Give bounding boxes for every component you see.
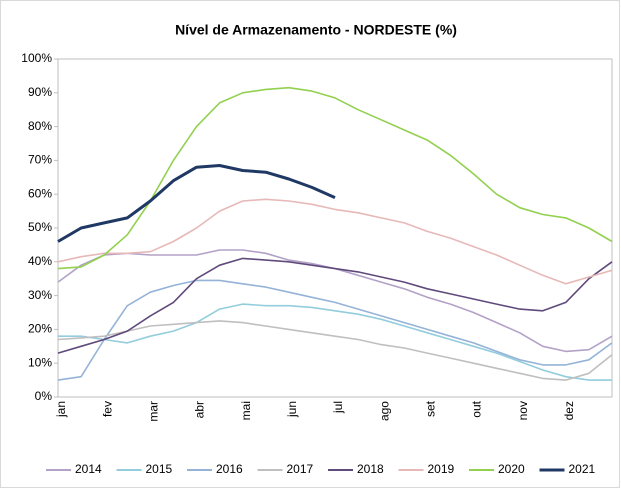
x-tick-label: mar	[147, 401, 161, 422]
x-tick-label: jul	[331, 401, 345, 414]
x-tick-label: out	[470, 400, 484, 417]
legend-label: 2016	[216, 462, 243, 476]
x-tick-label: dez	[562, 401, 576, 420]
x-tick-label: mai	[239, 401, 253, 420]
series-line	[57, 164, 336, 243]
series-line	[57, 320, 613, 381]
legend-label: 2015	[146, 462, 173, 476]
y-tick-label: 0%	[35, 389, 53, 403]
y-tick-label: 70%	[28, 153, 52, 167]
y-tick-label: 10%	[28, 355, 52, 369]
series-line	[57, 279, 613, 381]
legend-label: 2019	[428, 462, 455, 476]
x-tick-label: ago	[377, 401, 391, 421]
series-line	[57, 198, 613, 285]
x-tick-label: nov	[516, 401, 530, 420]
y-tick-label: 80%	[28, 119, 52, 133]
legend-label: 2021	[569, 462, 596, 476]
x-tick-label: jun	[285, 401, 299, 418]
legend-label: 2018	[357, 462, 384, 476]
y-tick-label: 50%	[28, 220, 52, 234]
chart-title: Nível de Armazenamento - NORDESTE (%)	[175, 22, 457, 38]
series-line	[57, 257, 613, 354]
x-tick-label: abr	[193, 401, 207, 418]
legend-label: 2020	[498, 462, 525, 476]
y-tick-label: 30%	[28, 288, 52, 302]
y-tick-label: 20%	[28, 322, 52, 336]
y-tick-label: 60%	[28, 186, 52, 200]
series-line	[58, 303, 612, 381]
y-tick-label: 90%	[28, 85, 52, 99]
y-tick-label: 100%	[21, 51, 52, 65]
legend-label: 2014	[75, 462, 102, 476]
x-tick-label: jan	[54, 401, 68, 418]
x-tick-label: fev	[100, 401, 114, 417]
legend-label: 2017	[287, 462, 314, 476]
x-tick-label: set	[424, 400, 438, 417]
y-tick-label: 40%	[28, 254, 52, 268]
